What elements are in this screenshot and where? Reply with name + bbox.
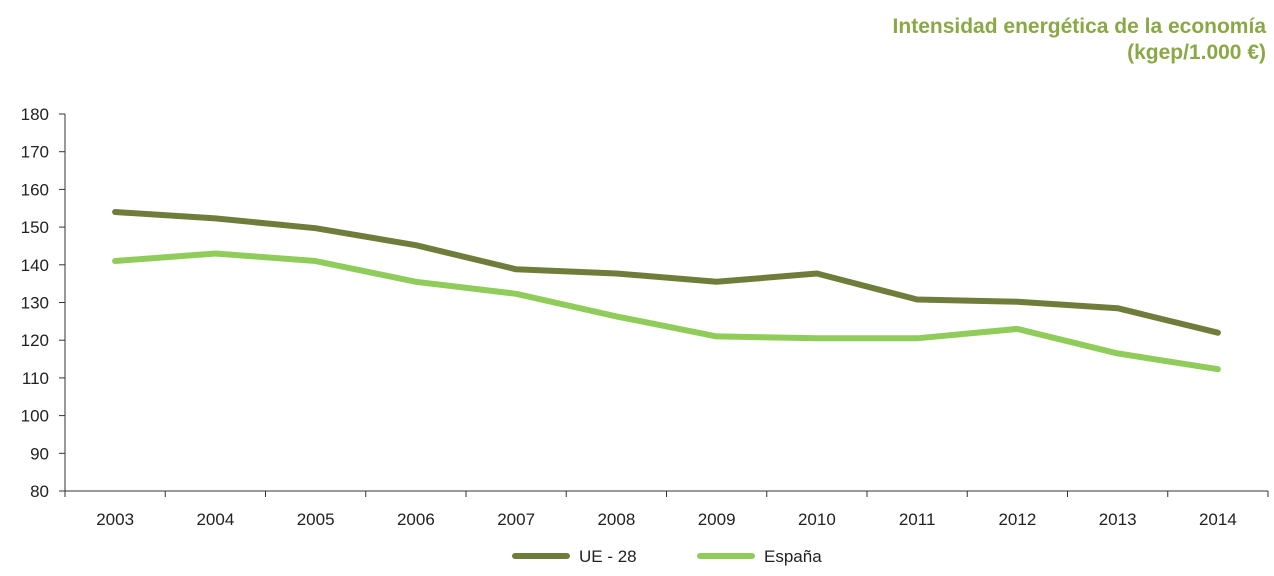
x-tick-label: 2006 <box>397 510 435 529</box>
series-line-ue28 <box>112 209 1221 336</box>
chart-title: Intensidad energética de la economía (kg… <box>893 14 1266 66</box>
y-tick-label: 110 <box>22 369 49 388</box>
y-tick-label: 140 <box>21 256 49 275</box>
y-tick-label: 80 <box>30 482 49 501</box>
x-tick-label: 2005 <box>297 510 335 529</box>
series-lines <box>112 209 1221 373</box>
y-tick-label: 170 <box>21 143 49 162</box>
y-tick-label: 150 <box>21 218 49 237</box>
y-tick-label: 130 <box>21 294 49 313</box>
x-tick-label: 2009 <box>698 510 736 529</box>
x-axis: 2003 2004 2005 2006 2007 2008 2009 2010 2011 2012… <box>64 490 1269 529</box>
x-tick-label: 2007 <box>497 510 535 529</box>
x-tick-label: 2013 <box>1099 510 1137 529</box>
y-tick-label: 100 <box>21 407 49 426</box>
x-tick-label: 2003 <box>96 510 134 529</box>
chart-title-line1: Intensidad energética de la economía <box>892 15 1266 38</box>
x-tick-label: 2008 <box>597 510 635 529</box>
x-tick-label: 2004 <box>196 510 234 529</box>
chart-title-line2: (kgep/1.000 €) <box>1127 41 1266 64</box>
y-tick-label: 160 <box>21 180 49 199</box>
y-tick-label: 90 <box>30 444 49 463</box>
legend-label: España <box>764 547 822 566</box>
y-tick-label: 180 <box>21 105 49 124</box>
x-tick-label: 2011 <box>899 510 936 529</box>
x-tick-label: 2014 <box>1199 510 1237 529</box>
y-axis: 80 90 100 110 120 130 140 150 160 170 180 <box>21 105 66 501</box>
legend-label: UE - 28 <box>579 547 637 566</box>
legend: UE - 28 España <box>512 547 822 566</box>
series-line-espana <box>112 250 1221 373</box>
x-tick-label: 2010 <box>798 510 836 529</box>
y-tick-label: 120 <box>21 331 49 350</box>
x-tick-label: 2012 <box>998 510 1036 529</box>
